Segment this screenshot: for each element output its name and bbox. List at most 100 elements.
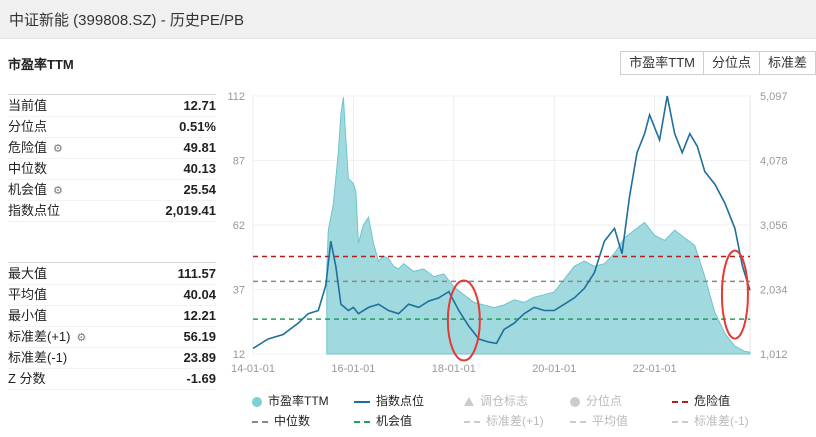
legend-label: 分位点 xyxy=(586,394,623,408)
y-left-tick-label: 37 xyxy=(233,285,245,297)
dash-icon xyxy=(570,420,586,423)
stats-current-panel: 当前值 12.71 分位点 0.51% 危险值 ⚙ 49.81 中位数 40.13… xyxy=(8,96,216,222)
stat-label: 中位数 xyxy=(8,161,48,176)
stat-label: 平均值 xyxy=(8,287,48,302)
legend-item-rebalance[interactable]: 调仓标志 xyxy=(464,392,528,410)
legend-item-pe[interactable]: 市盈率TTM xyxy=(252,392,329,410)
dash-icon xyxy=(672,400,688,403)
tab-percentile[interactable]: 分位点 xyxy=(702,51,760,75)
legend-item-index[interactable]: 指数点位 xyxy=(354,392,424,410)
metric-label: 市盈率TTM xyxy=(8,57,74,72)
stat-danger-value: 危险值 ⚙ 49.81 xyxy=(8,138,216,159)
stat-label: 最大值 xyxy=(8,266,48,281)
stat-label: 指数点位 xyxy=(8,203,61,218)
legend-item-danger[interactable]: 危险值 xyxy=(672,392,730,410)
circle-icon xyxy=(570,396,580,407)
index-line-series xyxy=(252,95,751,350)
stat-label: 标准差(+1) ⚙ xyxy=(8,327,86,348)
dash-icon xyxy=(354,420,370,423)
pe-area-series xyxy=(326,97,751,355)
stat-value: 2,019.41 xyxy=(165,203,216,218)
stat-current-value: 当前值 12.71 xyxy=(8,96,216,117)
stat-label: 当前值 xyxy=(8,98,48,113)
y-right-tick-label: 1,012 xyxy=(760,349,788,361)
gear-icon[interactable]: ⚙ xyxy=(53,185,63,197)
stat-value: 56.19 xyxy=(183,329,216,344)
x-tick-label: 18-01-01 xyxy=(432,363,476,375)
x-tick-label: 14-01-01 xyxy=(231,363,275,375)
legend-item-percentile[interactable]: 分位点 xyxy=(570,392,622,410)
stats-divider-bottom xyxy=(8,262,216,263)
legend-item-mean[interactable]: 平均值 xyxy=(570,412,628,430)
stat-value: 23.89 xyxy=(183,350,216,365)
stat-value: 111.57 xyxy=(177,266,216,281)
stat-std-plus: 标准差(+1) ⚙ 56.19 xyxy=(8,327,216,348)
legend-label: 调仓标志 xyxy=(480,394,529,408)
page-title: 中证新能 (399808.SZ) - 历史PE/PB xyxy=(9,12,245,29)
stat-label-text: 标准差(+1) xyxy=(8,329,71,344)
stat-label-text: 机会值 xyxy=(8,182,48,197)
chart-legend: 市盈率TTM 指数点位 调仓标志 分位点 危险值 中位数 机会值 标准差(+1)… xyxy=(252,390,812,434)
legend-item-std-minus[interactable]: 标准差(-1) xyxy=(672,412,749,430)
y-right-tick-label: 2,034 xyxy=(760,285,788,297)
gear-icon[interactable]: ⚙ xyxy=(76,332,87,344)
y-left-tick-label: 112 xyxy=(227,91,245,103)
stat-value: 49.81 xyxy=(183,140,216,155)
metric-tabs: 市盈率TTM 分位点 标准差 xyxy=(620,51,816,75)
stat-value: 0.51% xyxy=(179,119,216,134)
stat-value: 40.13 xyxy=(183,161,216,176)
legend-label: 标准差(+1) xyxy=(486,414,544,428)
x-tick-label: 22-01-01 xyxy=(633,363,677,375)
dash-icon xyxy=(464,420,480,423)
y-right-tick-label: 3,056 xyxy=(760,220,788,232)
legend-label: 平均值 xyxy=(592,414,629,428)
stat-mean: 平均值 40.04 xyxy=(8,285,216,306)
x-tick-label: 20-01-01 xyxy=(532,363,576,375)
y-left-tick-label: 12 xyxy=(233,349,245,361)
stat-median: 中位数 40.13 xyxy=(8,159,216,180)
legend-label: 市盈率TTM xyxy=(268,394,329,408)
legend-label: 机会值 xyxy=(376,414,413,428)
title-bar: 中证新能 (399808.SZ) - 历史PE/PB xyxy=(0,0,816,39)
stat-label: 危险值 ⚙ xyxy=(8,138,63,159)
annotation-ellipse xyxy=(446,279,481,362)
stat-index-points: 指数点位 2,019.41 xyxy=(8,201,216,222)
legend-item-std-plus[interactable]: 标准差(+1) xyxy=(464,412,544,430)
stat-label-text: 危险值 xyxy=(8,140,48,155)
triangle-icon xyxy=(464,397,474,407)
x-tick-label: 16-01-01 xyxy=(331,363,375,375)
stat-percentile: 分位点 0.51% xyxy=(8,117,216,138)
pe-history-chart[interactable]: 14-01-01 16-01-01 18-01-01 20-01-01 22-01-01… xyxy=(215,84,815,384)
stat-label: 最小值 xyxy=(8,308,48,323)
stats-history-panel: 最大值 111.57 平均值 40.04 最小值 12.21 标准差(+1) ⚙ … xyxy=(8,264,216,390)
stat-value: -1.69 xyxy=(186,371,216,386)
stat-label: Z 分数 xyxy=(8,371,46,386)
y-left-tick-label: 87 xyxy=(233,156,245,168)
stat-label: 机会值 ⚙ xyxy=(8,180,63,201)
y-right-tick-label: 4,078 xyxy=(760,156,788,168)
stat-z-score: Z 分数 -1.69 xyxy=(8,369,216,390)
annotation-ellipse xyxy=(720,249,749,340)
legend-label: 指数点位 xyxy=(376,394,425,408)
y-right-tick-label: 5,097 xyxy=(760,91,788,103)
stat-label: 标准差(-1) xyxy=(8,350,68,365)
legend-label: 中位数 xyxy=(274,414,311,428)
stat-value: 40.04 xyxy=(183,287,216,302)
stat-value: 25.54 xyxy=(183,182,216,197)
line-icon xyxy=(354,400,370,403)
stat-std-minus: 标准差(-1) 23.89 xyxy=(8,348,216,369)
tab-pe-ttm[interactable]: 市盈率TTM xyxy=(620,51,704,75)
legend-item-median[interactable]: 中位数 xyxy=(252,412,310,430)
stats-divider-top xyxy=(8,94,216,95)
stat-max: 最大值 111.57 xyxy=(8,264,216,285)
legend-item-opportunity[interactable]: 机会值 xyxy=(354,412,412,430)
gear-icon[interactable]: ⚙ xyxy=(53,143,63,155)
dash-icon xyxy=(672,420,688,423)
circle-icon xyxy=(252,396,262,407)
tab-std-dev[interactable]: 标准差 xyxy=(758,51,816,75)
stat-min: 最小值 12.21 xyxy=(8,306,216,327)
legend-label: 标准差(-1) xyxy=(694,414,749,428)
legend-label: 危险值 xyxy=(694,394,731,408)
stat-value: 12.21 xyxy=(183,308,216,323)
stat-value: 12.71 xyxy=(183,98,216,113)
